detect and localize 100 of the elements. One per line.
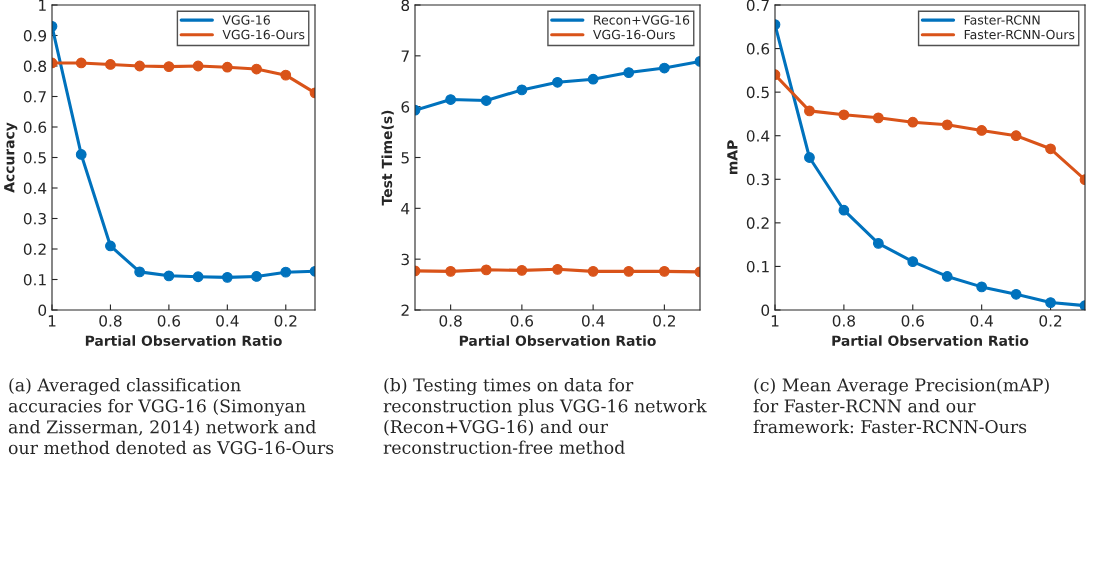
point — [552, 76, 563, 88]
point — [907, 256, 919, 268]
point — [516, 84, 528, 96]
y-tick-label: 0.8 — [23, 60, 47, 73]
x-tick-label: 0.4 — [216, 315, 239, 327]
y-tick-label: 6 — [401, 101, 410, 113]
y-tick-label: 3 — [401, 253, 409, 266]
point — [105, 240, 116, 252]
y-axis-title: Accuracy — [4, 122, 18, 193]
point — [658, 265, 670, 277]
y-tick-label: 4 — [401, 203, 410, 215]
legend-label: Faster-RCNN — [964, 15, 1040, 25]
y-tick-label: 0.5 — [746, 86, 769, 99]
point — [221, 271, 233, 283]
y-tick-label: 0.4 — [23, 182, 47, 195]
y-tick-label: 0.7 — [746, 0, 769, 12]
point — [623, 265, 635, 277]
point — [480, 95, 492, 106]
y-tick-label: 8 — [401, 0, 410, 12]
text: (c) Mean Average Precision(mAP) for Faster-RCNN and our framework: Faster-RCNN-Ours — [753, 378, 1049, 434]
point — [587, 265, 599, 277]
y-tick-label: 1 — [39, 0, 46, 11]
point — [907, 116, 919, 128]
x-tick-label: 0.6 — [510, 315, 534, 327]
x-tick-label: 1 — [48, 315, 56, 327]
x-tick-label: 0.2 — [653, 315, 675, 327]
point — [804, 152, 815, 163]
point — [1045, 297, 1056, 308]
point — [163, 61, 175, 72]
text: (b) Testing times on data for reconstruction plus VGG-16 network (Recon+VGG-16) and our reconstruction-free method — [383, 378, 707, 454]
y-tick-label: 0.3 — [746, 173, 769, 186]
x-tick-label: 0.2 — [1039, 315, 1062, 327]
text: (a) Averaged classification accuracies for VGG-16 (Simonyan and Zisserman, 2014) network and our method denoted as VGG-16-Ours — [8, 378, 334, 455]
legend-label: Faster-RCNN-Ours — [964, 29, 1075, 40]
point — [658, 62, 670, 74]
point — [251, 63, 262, 75]
point — [134, 266, 146, 278]
point — [872, 237, 884, 249]
legend-label: VGG-16 — [222, 15, 270, 25]
point — [221, 61, 233, 73]
point — [192, 60, 204, 72]
y-tick-label: 0 — [761, 304, 770, 317]
y-tick-label: 2 — [401, 304, 409, 316]
point — [134, 60, 146, 72]
point — [623, 67, 635, 78]
x-axis-title: Partial Observation Ratio — [832, 335, 1029, 346]
point — [445, 265, 457, 277]
y-axis-title: Test Time(s) — [381, 110, 394, 206]
y-tick-label: 7 — [401, 50, 409, 62]
point — [516, 264, 528, 276]
point — [251, 271, 262, 282]
y-tick-label: 0.5 — [23, 151, 46, 164]
point — [163, 270, 175, 282]
x-tick-label: 1 — [771, 315, 779, 327]
y-tick-label: 0.3 — [23, 212, 46, 225]
point — [1045, 143, 1056, 155]
point — [838, 109, 850, 121]
legend-label: VGG-16-Ours — [222, 29, 305, 40]
point — [804, 105, 815, 117]
point — [192, 271, 204, 283]
y-tick-label: 0.4 — [746, 130, 770, 142]
y-tick-label: 0 — [38, 304, 47, 317]
y-tick-label: 5 — [401, 152, 409, 164]
x-tick-label: 0.6 — [901, 315, 924, 327]
point — [75, 149, 87, 160]
point — [480, 264, 492, 276]
x-tick-label: 0.2 — [274, 315, 297, 327]
point — [75, 57, 87, 69]
x-tick-label: 0.4 — [581, 315, 605, 327]
x-axis-title: Partial Observation Ratio — [459, 335, 656, 346]
x-tick-label: 0.8 — [439, 315, 462, 327]
y-tick-label: 0.2 — [746, 217, 769, 229]
point — [976, 281, 988, 293]
point — [941, 271, 953, 282]
x-tick-label: 0.8 — [99, 315, 122, 327]
point — [445, 94, 457, 105]
x-tick-label: 0.8 — [832, 315, 855, 327]
x-tick-label: 0.6 — [157, 315, 181, 327]
y-tick-label: 0.7 — [23, 90, 46, 103]
point — [1010, 130, 1022, 142]
x-axis-title: Partial Observation Ratio — [85, 335, 282, 346]
point — [1010, 288, 1022, 300]
point — [280, 266, 292, 278]
point — [976, 125, 988, 136]
y-tick-label: 0.6 — [746, 43, 770, 55]
y-tick-label: 0.9 — [23, 29, 47, 42]
point — [280, 69, 292, 81]
point — [552, 263, 563, 275]
point — [105, 59, 116, 70]
y-axis-title: mAP — [727, 140, 738, 175]
point — [872, 112, 884, 124]
point — [587, 73, 599, 85]
legend-label: VGG-16-Ours — [593, 29, 675, 40]
legend-label: Recon+VGG-16 — [594, 15, 690, 25]
point — [838, 204, 850, 216]
point — [941, 119, 953, 131]
y-tick-label: 0.1 — [746, 260, 769, 273]
y-tick-label: 0.6 — [23, 121, 47, 134]
y-tick-label: 0.2 — [23, 243, 46, 256]
y-tick-label: 0.1 — [23, 273, 46, 286]
